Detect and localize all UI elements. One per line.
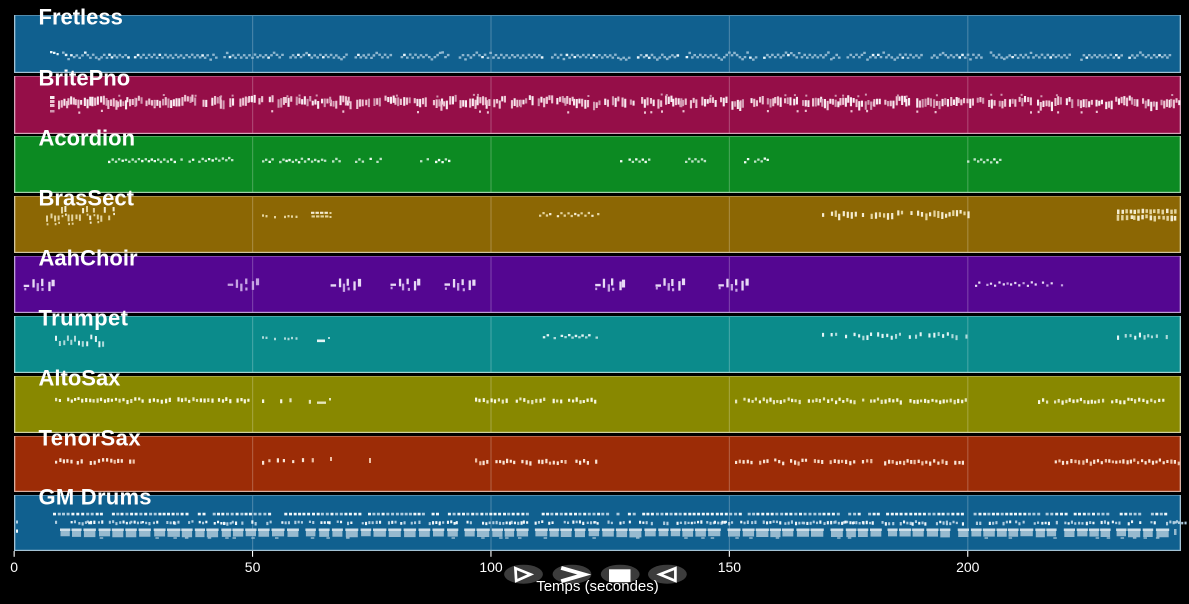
svg-text:AahChoir: AahChoir <box>39 246 138 271</box>
svg-text:BrasSect: BrasSect <box>39 186 135 211</box>
svg-text:0: 0 <box>10 559 18 575</box>
svg-text:200: 200 <box>956 559 980 575</box>
svg-text:Temps (secondes): Temps (secondes) <box>536 578 659 595</box>
svg-text:Trumpet: Trumpet <box>39 306 129 331</box>
svg-text:TenorSax: TenorSax <box>39 426 142 451</box>
svg-text:BritePno: BritePno <box>39 66 131 91</box>
svg-text:100: 100 <box>479 559 503 575</box>
svg-text:Acordion: Acordion <box>39 126 136 151</box>
svg-text:50: 50 <box>245 559 261 575</box>
svg-text:150: 150 <box>718 559 742 575</box>
svg-text:AltoSax: AltoSax <box>39 366 122 391</box>
svg-text:GM Drums: GM Drums <box>39 485 152 510</box>
svg-text:Fretless: Fretless <box>39 5 123 30</box>
